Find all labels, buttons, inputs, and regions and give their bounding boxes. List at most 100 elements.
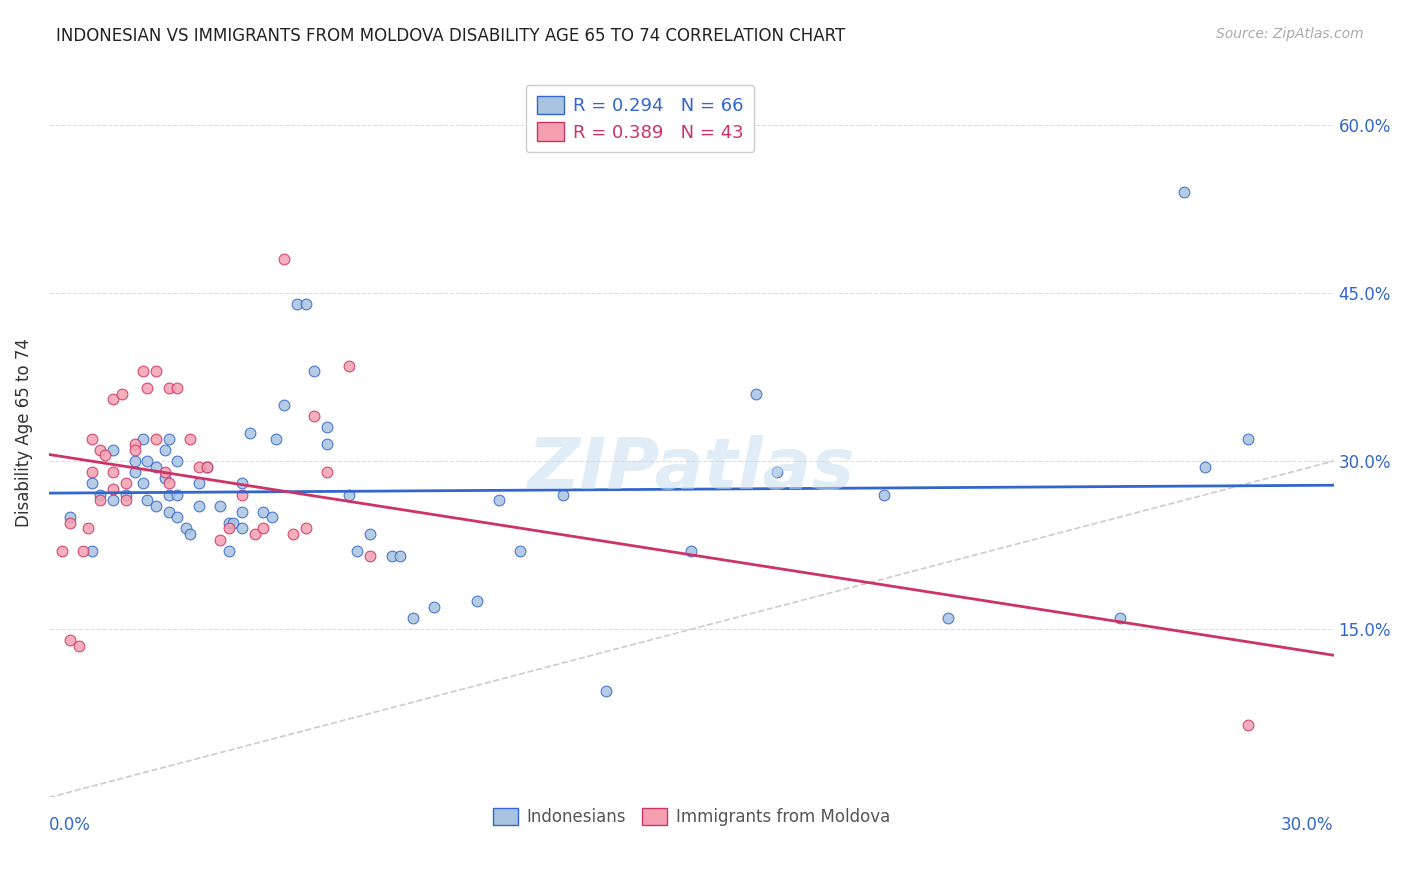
Point	[766, 465, 789, 479]
Point	[115, 476, 138, 491]
Point	[1237, 717, 1260, 731]
Point	[252, 504, 274, 518]
Point	[1194, 459, 1216, 474]
Point	[197, 459, 219, 474]
Point	[59, 516, 82, 530]
Point	[166, 488, 188, 502]
Point	[136, 493, 159, 508]
Point	[166, 510, 188, 524]
Text: 30.0%: 30.0%	[1281, 816, 1334, 834]
Point	[488, 493, 510, 508]
Point	[157, 488, 180, 502]
Point	[136, 454, 159, 468]
Point	[157, 504, 180, 518]
Point	[76, 521, 98, 535]
Point	[681, 543, 703, 558]
Point	[359, 549, 381, 564]
Point	[80, 465, 103, 479]
Point	[273, 252, 295, 267]
Point	[231, 504, 253, 518]
Point	[89, 493, 111, 508]
Point	[873, 488, 896, 502]
Point	[359, 527, 381, 541]
Point	[153, 442, 176, 457]
Point	[218, 521, 240, 535]
Text: Source: ZipAtlas.com: Source: ZipAtlas.com	[1216, 27, 1364, 41]
Point	[132, 364, 155, 378]
Point	[80, 543, 103, 558]
Point	[132, 476, 155, 491]
Y-axis label: Disability Age 65 to 74: Disability Age 65 to 74	[15, 339, 32, 527]
Point	[239, 425, 262, 440]
Point	[252, 521, 274, 535]
Point	[115, 488, 138, 502]
Point	[67, 639, 90, 653]
Point	[72, 543, 94, 558]
Point	[316, 420, 339, 434]
Point	[595, 684, 617, 698]
Point	[209, 533, 232, 547]
Point	[166, 454, 188, 468]
Point	[243, 527, 266, 541]
Point	[264, 432, 287, 446]
Point	[103, 482, 125, 496]
Point	[218, 516, 240, 530]
Point	[157, 381, 180, 395]
Point	[89, 488, 111, 502]
Point	[124, 465, 146, 479]
Point	[936, 611, 959, 625]
Point	[145, 499, 167, 513]
Point	[124, 442, 146, 457]
Point	[465, 594, 488, 608]
Text: ZIPatlas: ZIPatlas	[527, 435, 855, 504]
Point	[551, 488, 574, 502]
Point	[218, 543, 240, 558]
Point	[316, 465, 339, 479]
Point	[145, 459, 167, 474]
Point	[179, 432, 201, 446]
Point	[231, 521, 253, 535]
Point	[316, 437, 339, 451]
Point	[51, 543, 73, 558]
Point	[337, 359, 360, 373]
Point	[187, 476, 209, 491]
Point	[59, 633, 82, 648]
Point	[337, 488, 360, 502]
Point	[231, 476, 253, 491]
Point	[260, 510, 283, 524]
Point	[744, 386, 766, 401]
Point	[295, 297, 318, 311]
Point	[389, 549, 412, 564]
Point	[80, 476, 103, 491]
Point	[124, 437, 146, 451]
Point	[285, 297, 308, 311]
Point	[132, 432, 155, 446]
Point	[153, 465, 176, 479]
Point	[304, 409, 326, 424]
Point	[103, 442, 125, 457]
Point	[197, 459, 219, 474]
Legend: Indonesians, Immigrants from Moldova: Indonesians, Immigrants from Moldova	[486, 801, 897, 833]
Text: 0.0%: 0.0%	[49, 816, 91, 834]
Point	[509, 543, 531, 558]
Point	[136, 381, 159, 395]
Point	[157, 476, 180, 491]
Point	[304, 364, 326, 378]
Point	[273, 398, 295, 412]
Point	[402, 611, 425, 625]
Point	[89, 442, 111, 457]
Point	[145, 432, 167, 446]
Point	[145, 364, 167, 378]
Point	[103, 493, 125, 508]
Point	[1108, 611, 1130, 625]
Point	[59, 510, 82, 524]
Point	[187, 459, 209, 474]
Point	[281, 527, 304, 541]
Point	[1237, 432, 1260, 446]
Point	[346, 543, 368, 558]
Point	[115, 493, 138, 508]
Point	[1173, 185, 1195, 199]
Point	[153, 471, 176, 485]
Point	[222, 516, 245, 530]
Text: INDONESIAN VS IMMIGRANTS FROM MOLDOVA DISABILITY AGE 65 TO 74 CORRELATION CHART: INDONESIAN VS IMMIGRANTS FROM MOLDOVA DI…	[56, 27, 845, 45]
